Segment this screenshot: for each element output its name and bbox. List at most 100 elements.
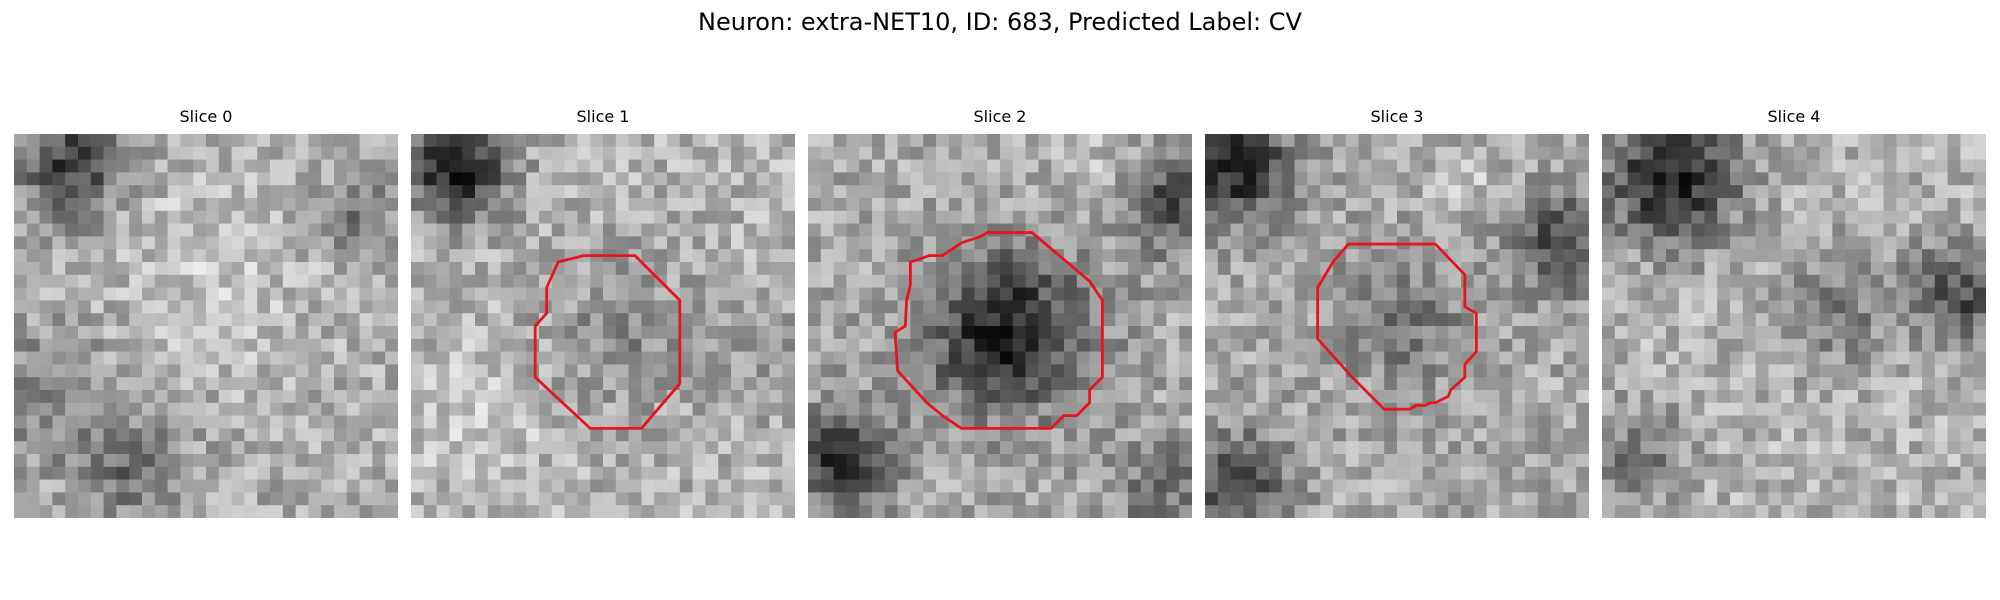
pixel	[718, 505, 732, 518]
pixel	[1153, 172, 1167, 186]
pixel	[1666, 223, 1680, 237]
pixel	[1666, 159, 1680, 173]
pixel	[1512, 377, 1526, 391]
pixel	[615, 287, 629, 301]
pixel	[1858, 146, 1872, 160]
pixel	[1333, 402, 1347, 416]
pixel	[590, 377, 604, 391]
pixel	[987, 274, 1001, 288]
pixel	[1768, 402, 1782, 416]
pixel	[129, 236, 143, 250]
pixel	[1922, 262, 1936, 276]
pixel	[679, 236, 693, 250]
pixel	[846, 146, 860, 160]
pixel	[1217, 377, 1231, 391]
pixel	[1883, 146, 1897, 160]
pixel	[1230, 479, 1244, 493]
pixel	[346, 313, 360, 327]
pixel	[910, 198, 924, 212]
pixel	[1051, 210, 1065, 224]
pixel	[449, 377, 463, 391]
pixel	[1806, 492, 1820, 506]
pixel	[295, 172, 309, 186]
pixel	[116, 326, 130, 340]
pixel	[449, 210, 463, 224]
pixel	[1742, 198, 1756, 212]
pixel	[718, 402, 732, 416]
pixel	[1909, 454, 1923, 468]
pixel	[487, 146, 501, 160]
pixel	[180, 492, 194, 506]
pixel	[1947, 313, 1961, 327]
pixel	[590, 479, 604, 493]
pixel	[1038, 159, 1052, 173]
pixel	[1486, 428, 1500, 442]
pixel	[897, 210, 911, 224]
pixel	[628, 172, 642, 186]
pixel	[923, 364, 937, 378]
pixel	[1153, 415, 1167, 429]
pixel	[513, 402, 527, 416]
pixel	[1448, 300, 1462, 314]
pixel	[1525, 505, 1539, 518]
pixel	[667, 479, 681, 493]
pixel	[910, 466, 924, 480]
pixel	[859, 159, 873, 173]
pixel	[1371, 415, 1385, 429]
pixel	[1653, 223, 1667, 237]
pixel	[1704, 262, 1718, 276]
pixel	[1806, 454, 1820, 468]
pixel	[244, 364, 258, 378]
pixel	[116, 172, 130, 186]
pixel	[615, 300, 629, 314]
pixel	[910, 402, 924, 416]
pixel	[1473, 146, 1487, 160]
pixel	[142, 454, 156, 468]
pixel	[116, 262, 130, 276]
pixel	[679, 454, 693, 468]
pixel	[692, 454, 706, 468]
pixel	[1691, 454, 1705, 468]
pixel	[679, 300, 693, 314]
pixel	[321, 300, 335, 314]
pixel	[590, 146, 604, 160]
pixel	[270, 134, 284, 148]
pixel	[1858, 492, 1872, 506]
pixel	[154, 313, 168, 327]
pixel	[154, 210, 168, 224]
pixel	[257, 210, 271, 224]
pixel	[1742, 390, 1756, 404]
pixel	[743, 326, 757, 340]
pixel	[142, 351, 156, 365]
pixel	[129, 172, 143, 186]
pixel	[1883, 364, 1897, 378]
pixel	[526, 146, 540, 160]
pixel	[1666, 236, 1680, 250]
pixel	[1000, 479, 1014, 493]
pixel	[808, 479, 822, 493]
pixel	[206, 466, 220, 480]
pixel	[1422, 313, 1436, 327]
pixel	[833, 249, 847, 263]
pixel	[628, 198, 642, 212]
pixel	[769, 210, 783, 224]
pixel	[808, 441, 822, 455]
pixel	[1499, 454, 1513, 468]
pixel	[1678, 274, 1692, 288]
pixel	[974, 159, 988, 173]
pixel	[974, 274, 988, 288]
pixel	[231, 505, 245, 518]
pixel	[1294, 479, 1308, 493]
pixel	[90, 402, 104, 416]
pixel	[14, 198, 28, 212]
pixel	[1922, 313, 1936, 327]
pixel	[859, 390, 873, 404]
pixel	[14, 402, 28, 416]
pixel	[1256, 274, 1270, 288]
pixel	[1000, 466, 1014, 480]
pixel	[206, 146, 220, 160]
pixel	[257, 351, 271, 365]
pixel	[423, 172, 437, 186]
pixel	[26, 223, 40, 237]
pixel	[1512, 287, 1526, 301]
